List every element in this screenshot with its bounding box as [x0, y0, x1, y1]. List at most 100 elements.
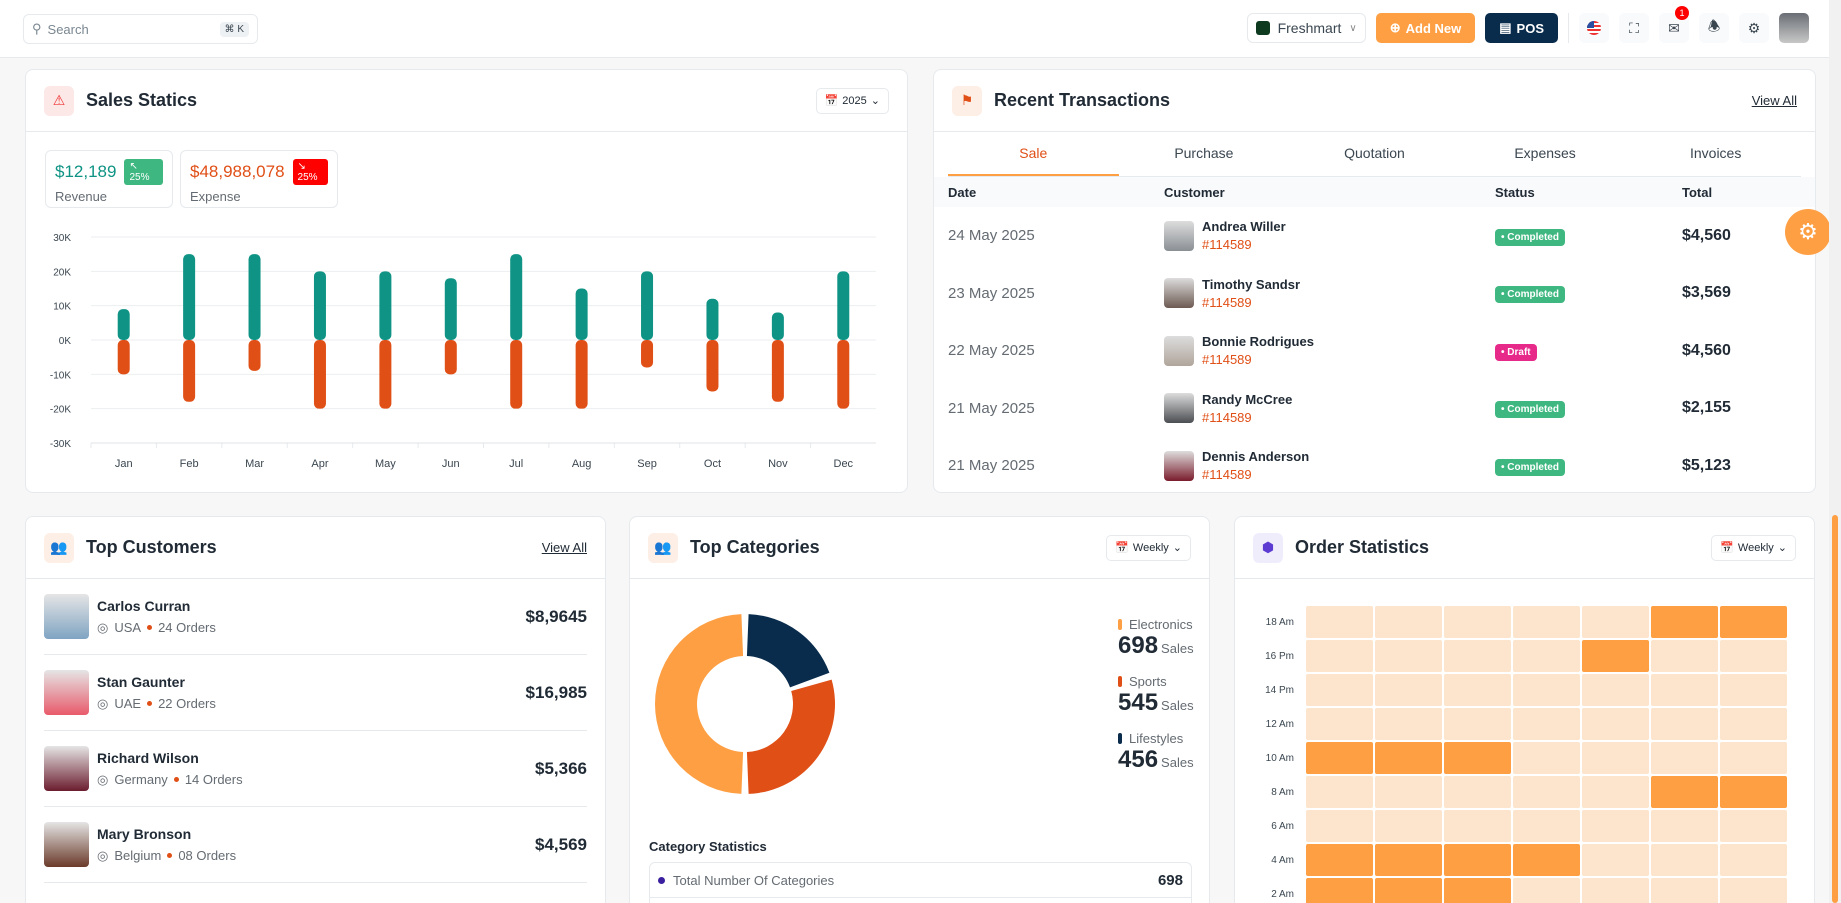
notifications-button[interactable]: 🕭	[1699, 13, 1729, 43]
expense-bar[interactable]	[706, 340, 719, 392]
customer-name[interactable]: Randy McCree	[1202, 391, 1293, 407]
revenue-bar[interactable]	[444, 278, 457, 340]
expense-bar[interactable]	[379, 340, 392, 409]
theme-settings-button[interactable]: ⚙	[1785, 209, 1831, 255]
revenue-bar[interactable]	[706, 298, 719, 340]
customer-id[interactable]: #114589	[1202, 294, 1252, 310]
language-button[interactable]	[1579, 13, 1609, 43]
fullscreen-button[interactable]: ⛶	[1619, 13, 1649, 43]
page-scrollbar[interactable]	[1829, 0, 1841, 903]
recent-transactions-card: ⚑ Recent Transactions View All Sale Purc…	[933, 69, 1816, 493]
heatmap-cell	[1582, 674, 1649, 706]
heatmap-cell	[1651, 674, 1718, 706]
revenue-bar[interactable]	[313, 271, 326, 340]
box-icon: ⬢	[1253, 532, 1283, 563]
revenue-bar[interactable]	[248, 254, 261, 340]
revenue-bar[interactable]	[575, 288, 588, 341]
revenue-bar[interactable]	[379, 271, 392, 340]
customer-avatar	[1164, 450, 1194, 481]
expense-bar[interactable]	[837, 340, 850, 409]
expense-bar[interactable]	[444, 340, 457, 375]
add-new-label: Add New	[1405, 20, 1462, 36]
table-row[interactable]: 21 May 2025 Dennis Anderson #114589 • Com…	[934, 437, 1815, 492]
card-title: Recent Transactions	[994, 90, 1171, 110]
table-row[interactable]: 24 May 2025 Andrea Willer #114589 • Compl…	[934, 207, 1815, 265]
chevron-down-icon: ⌄	[1777, 542, 1787, 554]
tab-expenses[interactable]: Expenses	[1514, 145, 1576, 161]
search-shortcut: ⌘ K	[219, 21, 249, 37]
expense-bar[interactable]	[510, 340, 523, 409]
customer-id[interactable]: #114589	[1202, 237, 1252, 253]
heatmap-cell	[1582, 776, 1649, 808]
customer-name: Carlos Curran	[97, 597, 191, 614]
customer-item[interactable]: Stan Gaunter ◎ UAE 22 Orders $16,985	[44, 655, 587, 731]
customer-name[interactable]: Andrea Willer	[1202, 219, 1286, 235]
status-text: Completed	[1507, 289, 1559, 301]
tab-quotation[interactable]: Quotation	[1344, 145, 1405, 161]
tab-purchase[interactable]: Purchase	[1174, 145, 1234, 161]
add-new-button[interactable]: ⊕ Add New	[1375, 13, 1476, 43]
revenue-bar[interactable]	[510, 254, 523, 340]
heatmap-cell	[1375, 674, 1442, 706]
heatmap-cell	[1444, 776, 1511, 808]
separator-dot	[147, 701, 153, 706]
settings-button[interactable]: ⚙	[1739, 13, 1769, 43]
scrollbar-thumb[interactable]	[1832, 515, 1838, 903]
table-row[interactable]: 23 May 2025 Timothy Sandsr #114589 • Comp…	[934, 265, 1815, 323]
table-row[interactable]: 22 May 2025 Bonnie Rodrigues #114589 • Dr…	[934, 322, 1815, 380]
customer-list: Carlos Curran ◎ USA 24 Orders $8,9645 Stan…	[26, 579, 605, 883]
status-text: Completed	[1507, 231, 1559, 243]
tab-invoices[interactable]: Invoices	[1689, 145, 1742, 161]
expense-bar[interactable]	[575, 340, 588, 409]
customer-id[interactable]: #114589	[1202, 409, 1252, 425]
view-all-link[interactable]: View All	[1751, 93, 1797, 108]
expense-bar[interactable]	[641, 340, 654, 368]
search-input[interactable]: ⚲ Search ⌘ K	[23, 14, 258, 44]
donut-slice-sports[interactable]	[746, 679, 835, 794]
customer-item[interactable]: Richard Wilson ◎ Germany 14 Orders $5,366	[44, 731, 587, 807]
tab-sale[interactable]: Sale	[948, 132, 1119, 176]
revenue-bar[interactable]	[117, 309, 130, 340]
store-selector[interactable]: Freshmart ∨	[1246, 13, 1366, 43]
table-row[interactable]: 21 May 2025 Randy McCree #114589 • Comple…	[934, 380, 1815, 438]
heatmap-cell	[1582, 878, 1649, 903]
expense-bar[interactable]	[248, 340, 261, 371]
customer-item[interactable]: Mary Bronson ◎ Belgium 08 Orders $4,569	[44, 807, 587, 883]
period-dropdown[interactable]: 📅 Weekly ⌄	[1711, 534, 1796, 561]
revenue-bar[interactable]	[771, 312, 784, 340]
pos-button[interactable]: ▤ POS	[1485, 13, 1558, 43]
year-dropdown[interactable]: 📅 2025 ⌄	[815, 87, 889, 114]
heatmap-cell	[1513, 810, 1580, 842]
x-tick-label: Oct	[704, 458, 721, 470]
customer-id[interactable]: #114589	[1202, 467, 1252, 483]
donut-slice-lifestyles[interactable]	[746, 614, 830, 688]
map-pin-icon: ◎	[97, 695, 109, 711]
heatmap-cell	[1513, 674, 1580, 706]
heatmap-row-label: 14 Pm	[1265, 684, 1294, 696]
customer-id[interactable]: #114589	[1202, 352, 1252, 368]
revenue-bar[interactable]	[641, 271, 654, 340]
heatmap-cell	[1720, 810, 1787, 842]
y-tick-label: 0K	[59, 336, 72, 347]
expense-bar[interactable]	[313, 340, 326, 409]
tx-total: $2,155	[1682, 399, 1731, 417]
view-all-link[interactable]: View All	[541, 540, 587, 555]
heatmap-row-label: 4 Am	[1271, 854, 1294, 866]
revenue-bar[interactable]	[837, 271, 850, 340]
user-avatar[interactable]	[1779, 13, 1809, 43]
expense-bar[interactable]	[183, 340, 196, 402]
mail-button[interactable]: ✉ 1	[1659, 6, 1689, 43]
revenue-bar[interactable]	[183, 254, 196, 340]
heatmap-cell	[1582, 810, 1649, 842]
customer-item[interactable]: Carlos Curran ◎ USA 24 Orders $8,9645	[44, 579, 587, 655]
customer-name[interactable]: Timothy Sandsr	[1202, 276, 1301, 292]
status-text: Completed	[1507, 461, 1559, 473]
heatmap-cell	[1513, 606, 1580, 638]
tx-date: 23 May 2025	[948, 284, 1035, 302]
donut-slice-electronics[interactable]	[655, 614, 744, 794]
period-dropdown[interactable]: 📅 Weekly ⌄	[1106, 534, 1191, 561]
expense-bar[interactable]	[771, 340, 784, 402]
expense-bar[interactable]	[117, 340, 130, 375]
customer-name[interactable]: Dennis Anderson	[1202, 449, 1310, 465]
customer-name[interactable]: Bonnie Rodrigues	[1202, 334, 1314, 350]
